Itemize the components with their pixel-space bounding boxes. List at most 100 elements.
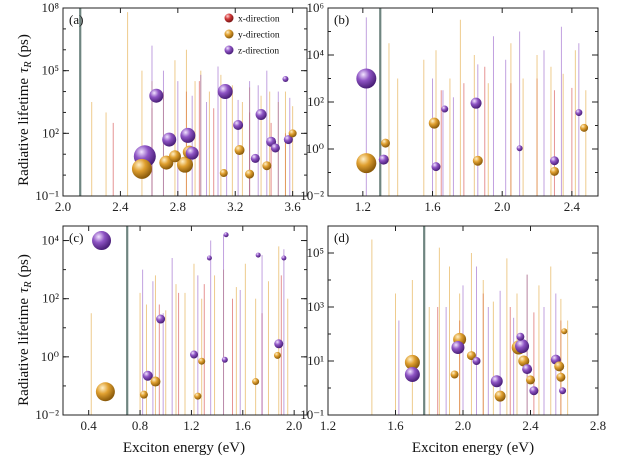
panel-label: (c) [69, 230, 83, 245]
bubble-z [522, 364, 533, 375]
bubble-z [575, 109, 583, 117]
legend-entry-z: z-direction [238, 47, 279, 57]
bubble-y [580, 123, 589, 132]
bubble-z [431, 162, 441, 172]
bubble-z [221, 356, 228, 363]
bubble-z [92, 231, 112, 251]
bubble-y [288, 129, 297, 138]
bubble-z [549, 156, 559, 166]
bubble-y [234, 145, 245, 156]
x-tick-label: 2.4 [522, 418, 539, 433]
x-tick-label: 1.2 [320, 418, 336, 433]
x-tick-label: 1.6 [387, 418, 404, 433]
x-tick-label: 2.4 [112, 199, 129, 214]
bubble-z [282, 76, 289, 83]
y-tick-label: 10⁰ [306, 141, 324, 156]
panel-label: (d) [334, 230, 349, 245]
legend-entry-x: x-direction [238, 15, 280, 25]
marks [371, 226, 569, 415]
bubble-y [262, 161, 272, 171]
ylabel-top: Radiative lifetimeτR(ps) [16, 34, 34, 186]
bubble-z [255, 252, 261, 258]
bubble-z [185, 146, 199, 160]
y-tick-label: 10⁸ [41, 0, 59, 15]
bubble-y [518, 355, 530, 367]
bubble-y [273, 351, 281, 359]
bubble-z [217, 84, 233, 100]
bubble-y [150, 376, 161, 387]
x-tick-label: 3.6 [285, 199, 302, 214]
bubble-y [549, 166, 559, 176]
bubble-y [526, 375, 535, 385]
bubble-y [472, 155, 483, 166]
panel-1: 2.0 2.4 2.8 3.2 3.6 10⁻¹ 10² 10⁵ 10⁸ (a) x-directi… [35, 0, 308, 214]
y-tick-label: 10⁵ [41, 63, 59, 78]
bubble-z [156, 314, 166, 324]
x-tick-label: 1.2 [355, 199, 371, 214]
y-tick-label: 10⁰ [41, 349, 59, 364]
bubble-y [139, 390, 148, 399]
bubble-z [223, 232, 229, 238]
marks [356, 8, 589, 196]
bubble-y [252, 378, 260, 386]
y-tick-label: 10³ [307, 299, 324, 314]
bubble-z [441, 105, 449, 113]
ylabel-bottom: Radiative lifetimeτR(ps) [16, 254, 34, 406]
panel-3: 0.4 0.8 1.2 1.6 2.0 10⁻² 10⁰ 10² 10⁴ (c) [35, 225, 308, 433]
panel-label: (a) [69, 12, 83, 27]
bubble-z [529, 386, 539, 396]
bubble-z [515, 339, 530, 354]
legend-marker-z [224, 45, 234, 55]
bubble-y [561, 328, 568, 335]
x-tick-label: 1.6 [235, 418, 252, 433]
bubble-z [255, 109, 267, 121]
x-tick-label: 1.2 [183, 418, 199, 433]
x-tick-label: 0.4 [81, 418, 98, 433]
x-tick-label: 1.6 [424, 199, 441, 214]
bubble-z [470, 97, 482, 109]
bubble-y [131, 158, 152, 179]
y-tick-label: 10⁻¹ [35, 188, 59, 203]
panel-label: (b) [334, 12, 349, 27]
bubble-z [270, 143, 280, 153]
bubble-y [219, 169, 228, 178]
bubble-y [194, 392, 202, 400]
bubble-y [404, 354, 420, 370]
x-tick-label: 2.8 [170, 199, 186, 214]
legend-marker-y [224, 29, 234, 39]
bubble-z [516, 145, 523, 152]
panel-4: 1.2 1.6 2.0 2.4 2.8 10⁻¹ 10¹ 10³ 10⁵ (d) [300, 225, 606, 433]
bubble-z [404, 367, 420, 382]
y-tick-label: 10⁶ [306, 0, 324, 15]
y-tick-label: 10⁻² [35, 407, 59, 422]
bubble-y [450, 370, 459, 379]
bubble-z [274, 339, 284, 349]
panel-2: 1.2 1.6 2.0 2.4 10⁻² 10⁰ 10² 10⁴ 10⁶ (b) [300, 0, 599, 214]
bubble-z [516, 332, 525, 341]
bubble-z [451, 341, 465, 354]
bubble-z [378, 154, 389, 165]
bubble-y [245, 169, 255, 179]
legend-marker-x [224, 13, 234, 23]
bubble-z [472, 357, 481, 365]
bubble-z [149, 88, 164, 103]
y-tick-label: 10⁴ [306, 47, 324, 62]
bubble-y [168, 150, 181, 163]
x-tick-label: 3.2 [227, 199, 243, 214]
x-tick-label: 2.0 [494, 199, 510, 214]
xlabel-right: Exciton energy (eV) [412, 440, 534, 456]
bubble-y [380, 138, 390, 148]
bubble-y [428, 117, 440, 129]
marks [90, 226, 289, 415]
bubble-y [95, 382, 115, 402]
bubble-z [206, 255, 212, 261]
x-tick-label: 2.4 [564, 199, 581, 214]
y-tick-label: 10⁻¹ [300, 407, 324, 422]
legend: x-direction y-direction z-direction [224, 13, 280, 57]
x-tick-label: 2.0 [55, 199, 71, 214]
bubble-z [189, 350, 198, 359]
x-tick-label: 2.8 [590, 418, 606, 433]
bubble-z [356, 68, 377, 89]
bubble-z [162, 132, 177, 147]
